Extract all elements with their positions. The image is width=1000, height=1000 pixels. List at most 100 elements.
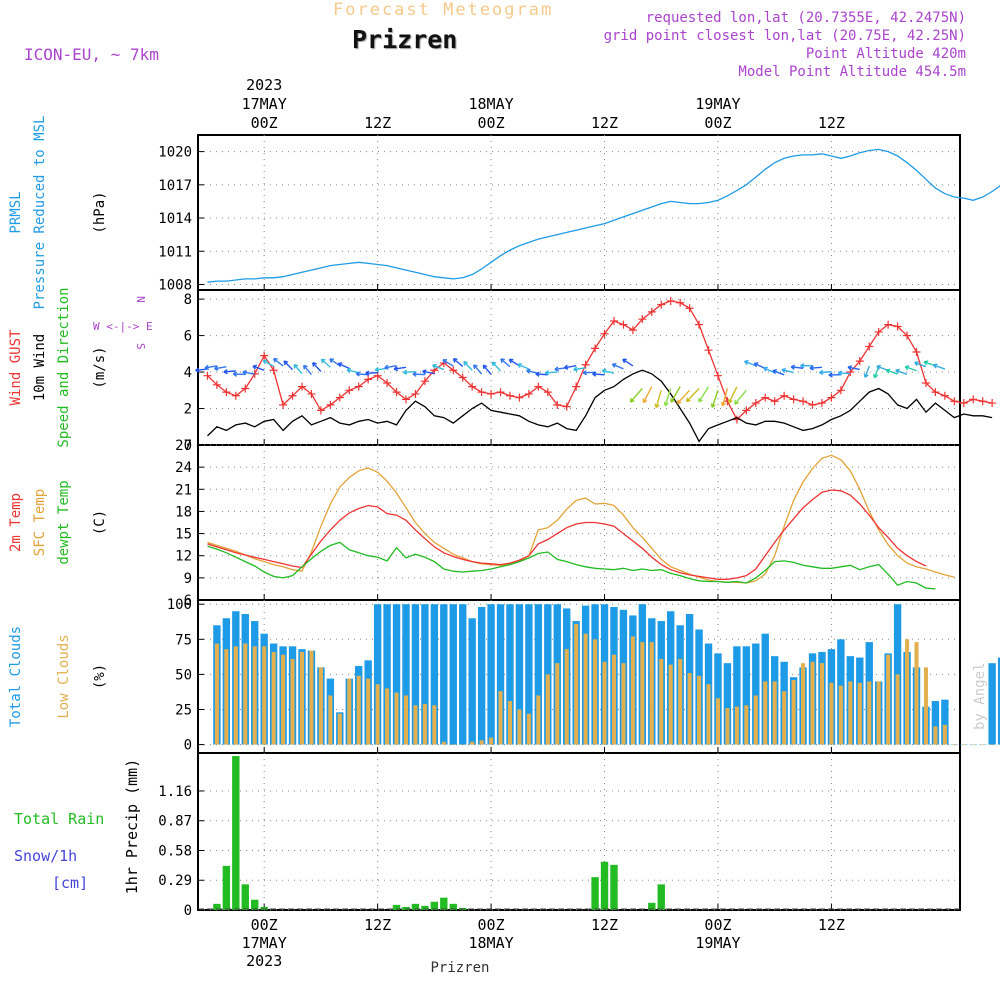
wind-arrow [838, 372, 851, 375]
y-axis-label: (m/s) [92, 346, 108, 388]
bar-total-clouds [487, 604, 495, 745]
wind-arrow [365, 371, 378, 374]
bar-low-clouds [328, 695, 333, 745]
bar-total-clouds [515, 604, 524, 745]
wind-arrow-head [393, 366, 399, 372]
gust-marker [969, 395, 978, 404]
wind-arrow-head [242, 369, 247, 376]
gust-marker [364, 375, 373, 384]
wind-arrow [526, 369, 539, 374]
gust-marker [496, 388, 505, 397]
bar-low-clouds [375, 684, 380, 745]
wind-arrow-head [904, 365, 910, 371]
wind-arrow [744, 360, 757, 367]
side-label: 10m Wind [32, 334, 48, 401]
bar-low-clouds [980, 744, 985, 746]
bar-low-clouds [574, 623, 579, 745]
bar-total-clouds [525, 604, 533, 745]
bar-low-clouds [385, 688, 390, 745]
wind-arrow-head [412, 371, 417, 377]
bar-low-clouds [801, 663, 806, 745]
bar-total-clouds [430, 604, 439, 745]
bar-low-clouds [753, 695, 758, 745]
panel-prmsl: 1008 1011 1014 1017 1020 (hPa) PRMSL Pressure R… [8, 116, 1000, 309]
wind-arrow [721, 388, 729, 406]
bar-low-clouds [441, 741, 446, 745]
bar-low-clouds [564, 649, 569, 745]
gust-marker [383, 379, 392, 387]
bar-low-clouds [621, 663, 626, 745]
bar-low-clouds [886, 654, 891, 745]
side-label: Wind GUST [8, 329, 24, 405]
bar-low-clouds [366, 678, 371, 745]
wind-arrow-head [663, 401, 669, 407]
gust-marker [676, 298, 685, 307]
wind-arrow [517, 363, 530, 370]
wind-arrow-head [355, 371, 361, 377]
wind-arrow [895, 369, 908, 375]
bar-low-clouds [772, 681, 777, 745]
panel-frame [197, 134, 961, 291]
gust-marker [609, 317, 618, 325]
bar-low-clouds [403, 695, 409, 745]
top-time-label: 00Z [704, 114, 731, 132]
wind-arrow [545, 371, 558, 374]
requested-coords: requested lon,lat (20.7355E, 42.2475N) [645, 10, 966, 26]
bar-total-clouds [468, 618, 476, 745]
bar-total-clouds [421, 604, 429, 745]
gust-marker [297, 382, 306, 391]
y-tick-label: 9 [184, 571, 192, 587]
gust-marker [411, 389, 420, 398]
bar-low-clouds [413, 705, 418, 745]
bar-low-clouds [536, 695, 541, 745]
wind-arrow [819, 370, 832, 374]
wind-arrow-head [642, 398, 648, 404]
gust-marker [770, 397, 779, 406]
gust-marker [647, 307, 656, 316]
gust-marker [591, 344, 600, 353]
gust-marker [316, 406, 325, 415]
page-title: Prizren [352, 25, 458, 54]
side-label: PRMSL [8, 191, 24, 233]
bar-total-rain [430, 901, 439, 910]
wind-arrow [676, 389, 691, 404]
gust-marker [780, 391, 789, 400]
bar-total-clouds [733, 646, 741, 745]
gridpoint-coords: grid point closest lon,lat (20.75E, 42.2… [603, 28, 966, 44]
gust-marker [789, 395, 798, 404]
y-tick-label: 0 [184, 903, 192, 919]
wind-arrow-head [837, 370, 843, 376]
wind-arrow-head [195, 367, 200, 373]
wind-arrow [698, 386, 710, 403]
wind-arrow-head [763, 366, 768, 372]
wind-arrow [535, 373, 548, 376]
wind-arrow-head [252, 364, 257, 370]
gust-marker [619, 320, 628, 329]
bar-total-rain [260, 906, 268, 910]
y-tick-label: 1020 [158, 145, 192, 161]
wind-arrow [204, 365, 218, 369]
bar-total-rain [402, 906, 410, 910]
gust-marker [921, 379, 930, 387]
gust-marker [260, 351, 269, 360]
bar-low-clouds [630, 636, 635, 745]
wind-arrow [346, 369, 359, 374]
wind-arrow-head [452, 358, 458, 363]
wind-arrow-head [403, 369, 408, 375]
gust-marker [808, 400, 817, 409]
wind-arrow-head [232, 371, 238, 377]
gust-marker [950, 397, 959, 406]
series-line-dewpt-temp [207, 541, 936, 590]
y-tick-label: 0.58 [158, 843, 192, 859]
bar-low-clouds [356, 675, 361, 745]
gust-marker [865, 342, 874, 351]
bar-low-clouds [299, 651, 305, 745]
side-label: Speed and Direction [56, 287, 72, 447]
footer-location: Prizren [430, 960, 489, 976]
wind-arrow [772, 369, 785, 376]
wind-arrow [809, 366, 823, 369]
gust-marker [231, 391, 240, 400]
y-tick-label: 1017 [158, 178, 192, 194]
wind-arrow [214, 366, 227, 370]
